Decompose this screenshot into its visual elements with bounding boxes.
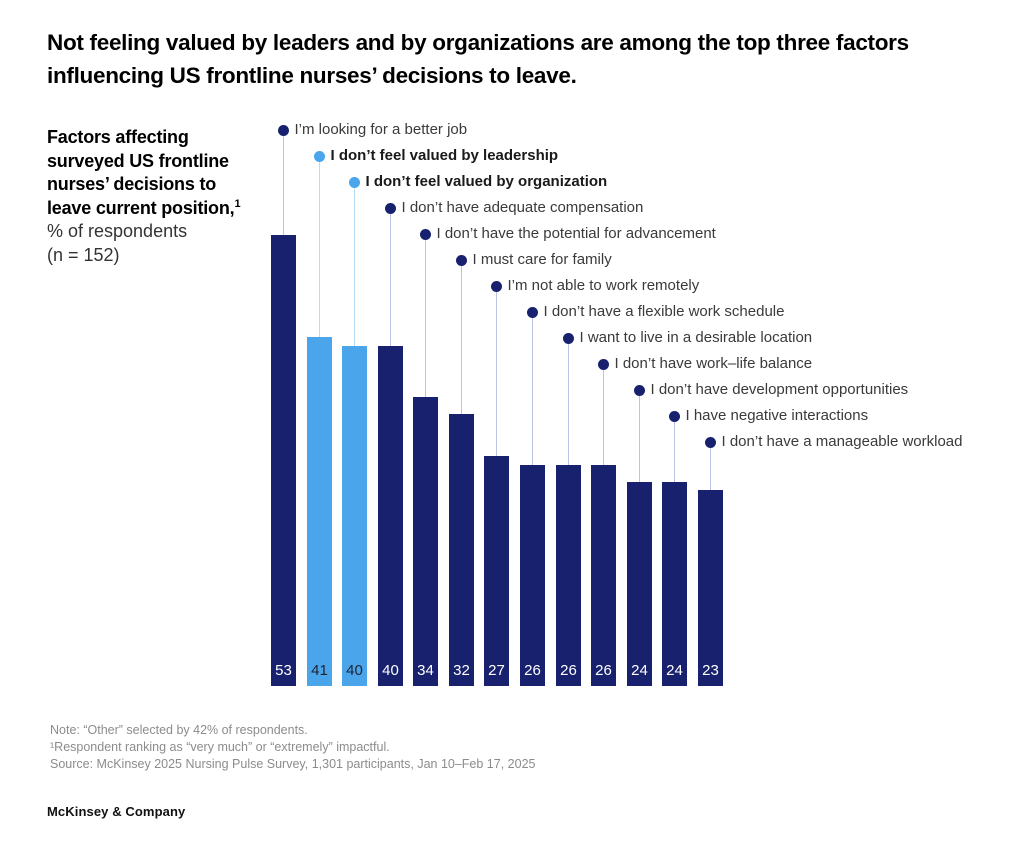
bar-value: 53 bbox=[275, 662, 292, 679]
bar bbox=[556, 465, 581, 686]
bar bbox=[449, 414, 474, 686]
bar-value: 40 bbox=[382, 662, 399, 679]
bar bbox=[520, 465, 545, 686]
leader-line bbox=[282, 130, 285, 235]
category-label: I must care for family bbox=[472, 251, 612, 268]
bar bbox=[342, 346, 367, 686]
bar-value: 24 bbox=[666, 662, 683, 679]
bar-value: 41 bbox=[311, 662, 328, 679]
footnote-note: Note: “Other” selected by 42% of respond… bbox=[50, 723, 308, 737]
brand-logo: McKinsey & Company bbox=[47, 804, 186, 819]
leader-line bbox=[638, 390, 641, 482]
bar-value: 27 bbox=[488, 662, 505, 679]
category-dot bbox=[420, 228, 431, 240]
category-label: I’m looking for a better job bbox=[294, 121, 468, 138]
leader-line bbox=[318, 156, 321, 337]
category-dot bbox=[705, 436, 716, 448]
category-dot bbox=[527, 306, 538, 318]
category-dot bbox=[491, 280, 502, 292]
leader-line bbox=[424, 234, 427, 397]
category-dot bbox=[598, 358, 609, 370]
bar bbox=[627, 482, 652, 686]
bar-value: 26 bbox=[595, 662, 612, 679]
category-dot bbox=[349, 176, 360, 188]
category-label: I’m not able to work remotely bbox=[507, 277, 700, 294]
footnote-source: Source: McKinsey 2025 Nursing Pulse Surv… bbox=[50, 757, 536, 771]
category-dot bbox=[563, 332, 574, 344]
leader-line bbox=[531, 312, 534, 465]
category-dot bbox=[314, 150, 325, 162]
leader-line bbox=[602, 364, 605, 465]
category-label: I don’t feel valued by leadership bbox=[330, 147, 559, 164]
bar bbox=[307, 337, 332, 686]
category-dot bbox=[669, 410, 680, 422]
chart-heading-text: Factors affecting surveyed US frontline … bbox=[47, 127, 235, 218]
category-label: I don’t have adequate compensation bbox=[401, 199, 644, 216]
footnote-ref: 1 bbox=[234, 197, 241, 210]
leader-line bbox=[460, 260, 463, 414]
page-title: Not feeling valued by leaders and by org… bbox=[47, 30, 909, 88]
bar bbox=[271, 235, 296, 686]
footnotes: Note: “Other” selected by 42% of respond… bbox=[50, 722, 750, 773]
category-label: I don’t have a flexible work schedule bbox=[543, 303, 785, 320]
category-label: I don’t have development opportunities bbox=[650, 381, 909, 398]
leader-line bbox=[709, 442, 712, 490]
bar-value: 23 bbox=[702, 662, 719, 679]
category-dot bbox=[456, 254, 467, 266]
bar bbox=[378, 346, 403, 686]
category-label: I don’t have a manageable workload bbox=[721, 433, 963, 450]
bar-value: 34 bbox=[417, 662, 434, 679]
category-dot bbox=[278, 124, 289, 136]
chart-subheading: % of respondents bbox=[47, 221, 188, 241]
category-dot bbox=[634, 384, 645, 396]
leader-line bbox=[567, 338, 570, 465]
chart-sample-size: (n = 152) bbox=[47, 244, 120, 265]
bar-value: 40 bbox=[346, 662, 363, 679]
bar bbox=[591, 465, 616, 686]
leader-line bbox=[495, 286, 498, 456]
bar-value: 32 bbox=[453, 662, 470, 679]
bar-value: 24 bbox=[631, 662, 648, 679]
bar bbox=[662, 482, 687, 686]
bar bbox=[413, 397, 438, 686]
bar-value: 26 bbox=[560, 662, 577, 679]
footnote-1: ¹Respondent ranking as “very much” or “e… bbox=[50, 740, 390, 754]
category-label: I don’t feel valued by organization bbox=[365, 173, 608, 190]
category-label: I have negative interactions bbox=[685, 407, 869, 424]
bar-value: 26 bbox=[524, 662, 541, 679]
category-label: I don’t have work–life balance bbox=[614, 355, 813, 372]
category-dot bbox=[385, 202, 396, 214]
bar bbox=[484, 456, 509, 686]
leader-line bbox=[353, 182, 356, 346]
leader-line bbox=[673, 416, 676, 482]
chart-heading: Factors affecting surveyed US frontline … bbox=[47, 126, 252, 267]
category-label: I don’t have the potential for advanceme… bbox=[436, 225, 716, 242]
leader-line bbox=[389, 208, 392, 346]
category-label: I want to live in a desirable location bbox=[579, 329, 813, 346]
bar bbox=[698, 490, 723, 686]
